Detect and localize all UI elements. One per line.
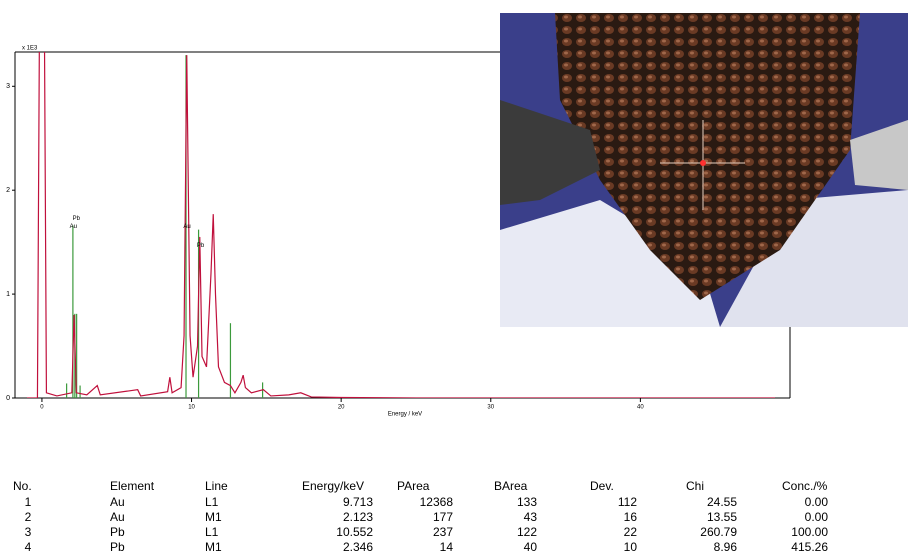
table-header: BArea	[494, 479, 528, 493]
photo-spot	[700, 160, 706, 166]
table-cell: 122	[517, 525, 537, 539]
photo-mesh	[555, 13, 860, 300]
table-cell: 40	[524, 540, 538, 554]
photo-paper	[500, 200, 720, 327]
table-cell: 100.00	[791, 525, 828, 539]
table-cell: 43	[524, 510, 538, 524]
x-tick-label: 30	[487, 405, 494, 411]
table-cell: 9.713	[343, 495, 373, 509]
y-unit: x 1E3	[22, 46, 38, 52]
x-tick-label: 40	[637, 405, 644, 411]
table-cell: 14	[440, 540, 454, 554]
y-tick-label: 0	[6, 395, 10, 402]
table-cell: 112	[618, 495, 637, 509]
table-cell: 1	[25, 495, 32, 509]
table-cell: 8.96	[714, 540, 738, 554]
y-tick-label: 3	[6, 83, 10, 90]
table-cell: 0.00	[805, 510, 829, 524]
table-cell: 237	[433, 525, 453, 539]
table-cell: M1	[205, 510, 222, 524]
y-tick-label: 1	[6, 291, 10, 298]
photo-probe	[500, 100, 600, 205]
table-cell: 2.123	[343, 510, 373, 524]
table-cell: 22	[624, 525, 638, 539]
table-cell: 12368	[420, 495, 454, 509]
table-cell: Au	[110, 510, 125, 524]
table-cell: 260.79	[700, 525, 737, 539]
table-cell: 16	[624, 510, 638, 524]
x-tick-label: 10	[188, 405, 195, 411]
table-cell: L1	[205, 525, 219, 539]
table-cell: 177	[433, 510, 453, 524]
x-tick-label: 0	[40, 405, 44, 411]
table-cell: L1	[205, 495, 219, 509]
peak-label: Au	[70, 224, 77, 230]
x-axis-label: Energy / keV	[388, 412, 422, 418]
peak-label: Pb	[73, 216, 81, 222]
table-header: Element	[110, 479, 155, 493]
table-cell: 24.55	[707, 495, 737, 509]
spectrum-line	[26, 52, 776, 398]
table-cell: 13.55	[707, 510, 737, 524]
x-tick-label: 20	[338, 405, 345, 411]
y-tick-label: 2	[6, 187, 10, 194]
table-header: Dev.	[590, 479, 614, 493]
table-header: Energy/keV	[302, 479, 364, 493]
photo-paper	[720, 190, 908, 327]
table-cell: 2	[25, 510, 32, 524]
table-cell: Pb	[110, 525, 125, 539]
table-cell: 4	[25, 540, 32, 554]
plot-area	[26, 52, 776, 398]
peak-label: Au	[183, 224, 190, 230]
table-cell: 3	[25, 525, 32, 539]
table-cell: 0.00	[805, 495, 829, 509]
table-cell: 10	[624, 540, 638, 554]
table-cell: 415.26	[791, 540, 828, 554]
table-cell: Pb	[110, 540, 125, 554]
table-header: PArea	[397, 479, 430, 493]
photo	[500, 13, 908, 327]
table-cell: M1	[205, 540, 222, 554]
table-cell: Au	[110, 495, 125, 509]
table-header: Conc./%	[782, 479, 828, 493]
table-cell: 133	[517, 495, 537, 509]
photo-probe	[850, 120, 908, 190]
peak-label: Pb	[197, 243, 205, 249]
table-cell: 2.346	[343, 540, 373, 554]
table-cell: 10.552	[336, 525, 373, 539]
table-header: No.	[13, 479, 32, 493]
results-table: No. Element Line Energy/keV PArea BArea Dev. Ch…	[13, 479, 828, 554]
table-header: Line	[205, 479, 228, 493]
table-header: Chi	[686, 479, 704, 493]
